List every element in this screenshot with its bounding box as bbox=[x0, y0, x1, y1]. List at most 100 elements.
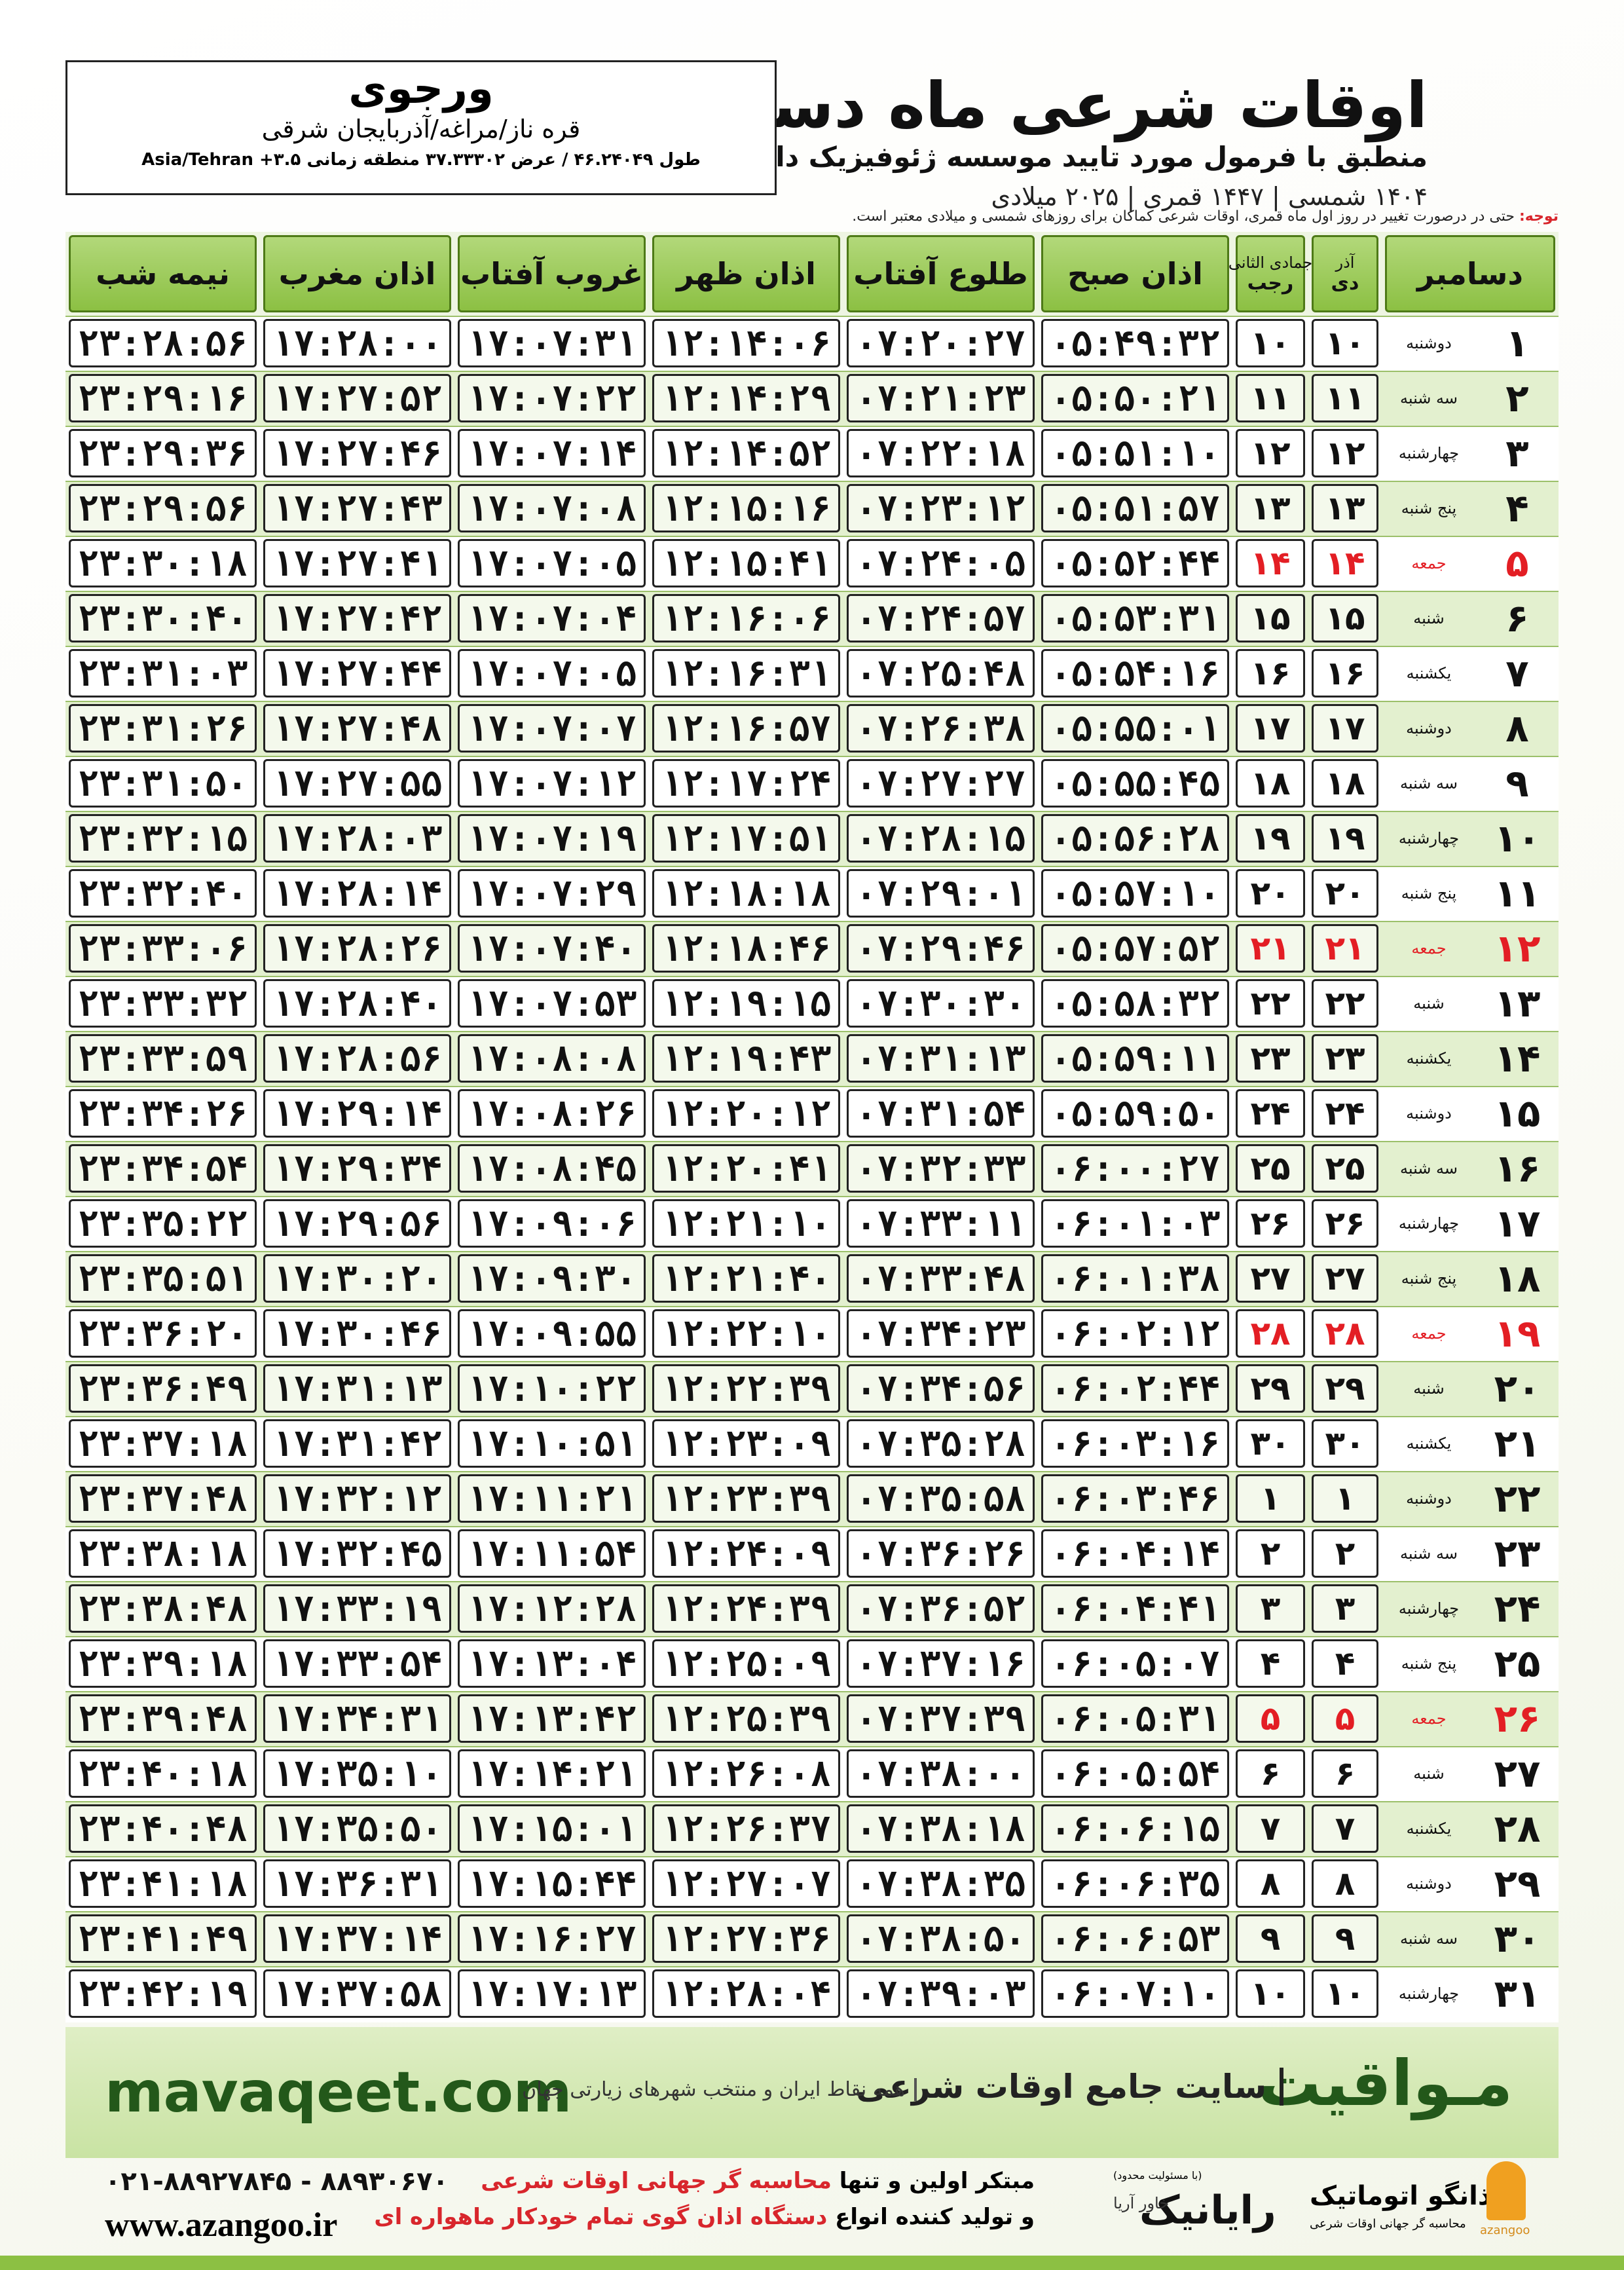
time-cell: ۱۷:۲۷:۴۳ bbox=[263, 484, 451, 532]
time-cell: ۱۷:۲۹:۱۴ bbox=[263, 1089, 451, 1138]
time-cell: ۱۷:۱۷:۱۳ bbox=[458, 1969, 646, 2018]
time-cell: ۱۲:۱۶:۰۶ bbox=[652, 594, 840, 642]
time-cell: ۰۶:۰۴:۱۴ bbox=[1041, 1529, 1229, 1578]
time-cell: ۱۷:۱۱:۵۴ bbox=[458, 1529, 646, 1578]
time-cell: ۰۷:۲۸:۱۵ bbox=[847, 814, 1035, 863]
day-number: ۲۳ bbox=[1494, 1531, 1541, 1576]
column-header: غروب آفتاب bbox=[458, 235, 646, 312]
time-cell: ۰۵:۵۸:۳۲ bbox=[1041, 979, 1229, 1028]
time-cell: ۱۷:۲۷:۴۲ bbox=[263, 594, 451, 642]
time-cell: ۱۲:۲۰:۱۲ bbox=[652, 1089, 840, 1138]
time-cell: ۰۷:۲۲:۱۸ bbox=[847, 429, 1035, 477]
time-cell: ۱۷:۰۸:۴۵ bbox=[458, 1144, 646, 1193]
time-cell: ۰۷:۳۴:۲۳ bbox=[847, 1309, 1035, 1358]
time-cell: ۰۶:۰۶:۵۳ bbox=[1041, 1914, 1229, 1963]
column-header: اذان ظهر bbox=[652, 235, 840, 312]
time-cell: ۱۲:۲۱:۱۰ bbox=[652, 1199, 840, 1248]
region: قره ناز/مراغه/آذربایجان شرقی bbox=[261, 115, 581, 143]
time-cell: ۱۲:۲۳:۰۹ bbox=[652, 1419, 840, 1468]
day-cell: ۲۲ bbox=[1312, 979, 1378, 1028]
time-cell: ۲۳:۳۸:۱۸ bbox=[69, 1529, 257, 1578]
day-cell: ۲۵ bbox=[1236, 1144, 1305, 1193]
weekday: چهارشنبه bbox=[1398, 1599, 1460, 1618]
time-cell: ۱۷:۲۹:۳۴ bbox=[263, 1144, 451, 1193]
time-cell: ۰۵:۴۹:۳۲ bbox=[1041, 319, 1229, 367]
time-cell: ۱۷:۱۵:۴۴ bbox=[458, 1859, 646, 1908]
logo-sub: محاسبه گر جهانی اوقات شرعی bbox=[1310, 2217, 1466, 2231]
time-cell: ۱۲:۲۲:۳۹ bbox=[652, 1364, 840, 1413]
day-cell: ۲۷ bbox=[1312, 1254, 1378, 1303]
day-cell: ۳۰ bbox=[1236, 1419, 1305, 1468]
time-cell: ۱۷:۳۳:۱۹ bbox=[263, 1584, 451, 1633]
day-cell: ۱۷ bbox=[1312, 704, 1378, 753]
time-cell: ۱۷:۳۰:۴۶ bbox=[263, 1309, 451, 1358]
day-number: ۵ bbox=[1505, 541, 1529, 586]
phones: ۰۲۱-۸۸۹۲۷۸۴۵ - ۸۸۹۳۰۶۷۰ bbox=[105, 2167, 449, 2197]
day-cell: ۱۷ bbox=[1236, 704, 1305, 753]
day-cell: ۸ bbox=[1312, 1859, 1378, 1908]
website: www.azangoo.ir bbox=[105, 2206, 338, 2244]
time-cell: ۰۷:۳۳:۴۸ bbox=[847, 1254, 1035, 1303]
time-cell: ۲۳:۳۳:۵۹ bbox=[69, 1034, 257, 1083]
time-cell: ۱۲:۱۵:۱۶ bbox=[652, 484, 840, 532]
column-header: نیمه شب bbox=[69, 235, 257, 312]
time-cell: ۰۵:۵۹:۱۱ bbox=[1041, 1034, 1229, 1083]
time-cell: ۰۵:۵۵:۴۵ bbox=[1041, 759, 1229, 808]
time-cell: ۱۷:۳۳:۵۴ bbox=[263, 1639, 451, 1688]
day-cell: ۲۳ bbox=[1312, 1034, 1378, 1083]
day-number: ۱۸ bbox=[1494, 1256, 1541, 1301]
time-cell: ۱۲:۱۴:۰۶ bbox=[652, 319, 840, 367]
time-cell: ۰۷:۳۶:۲۶ bbox=[847, 1529, 1035, 1578]
time-cell: ۱۲:۲۶:۳۷ bbox=[652, 1804, 840, 1853]
day-cell: ۲۳ bbox=[1236, 1034, 1305, 1083]
header-top: آذر bbox=[1335, 253, 1355, 272]
time-cell: ۰۶:۰۵:۳۱ bbox=[1041, 1694, 1229, 1743]
time-cell: ۱۷:۱۴:۲۱ bbox=[458, 1749, 646, 1798]
day-cell: ۱۶ bbox=[1236, 649, 1305, 698]
day-number: ۲۸ bbox=[1494, 1806, 1541, 1851]
time-cell: ۰۷:۳۴:۵۶ bbox=[847, 1364, 1035, 1413]
company-note: (با مسئولیت محدود) bbox=[1113, 2169, 1202, 2182]
time-cell: ۱۷:۱۱:۲۱ bbox=[458, 1474, 646, 1523]
day-cell: ۲ bbox=[1236, 1529, 1305, 1578]
day-number: ۲۱ bbox=[1494, 1421, 1541, 1466]
header-bottom: دی bbox=[1331, 271, 1359, 295]
day-number: ۸ bbox=[1505, 706, 1529, 751]
day-cell: ۲۴ bbox=[1236, 1089, 1305, 1138]
time-cell: ۰۵:۵۴:۱۶ bbox=[1041, 649, 1229, 698]
day-number: ۱۱ bbox=[1494, 871, 1541, 916]
time-cell: ۲۳:۳۵:۵۱ bbox=[69, 1254, 257, 1303]
day-cell: ۲۰ bbox=[1236, 869, 1305, 918]
time-cell: ۲۳:۴۰:۴۸ bbox=[69, 1804, 257, 1853]
time-cell: ۱۷:۰۷:۵۳ bbox=[458, 979, 646, 1028]
time-cell: ۱۷:۰۹:۳۰ bbox=[458, 1254, 646, 1303]
company2: خاور آریا bbox=[1113, 2194, 1170, 2212]
time-cell: ۰۵:۵۲:۴۴ bbox=[1041, 539, 1229, 587]
time-cell: ۰۷:۳۱:۱۳ bbox=[847, 1034, 1035, 1083]
text: و تولید کننده انواع bbox=[835, 2204, 1035, 2230]
time-cell: ۰۷:۲۷:۲۷ bbox=[847, 759, 1035, 808]
weekday: دوشنبه bbox=[1406, 1874, 1452, 1893]
time-cell: ۲۳:۳۳:۳۲ bbox=[69, 979, 257, 1028]
time-cell: ۱۷:۳۵:۵۰ bbox=[263, 1804, 451, 1853]
time-cell: ۱۷:۰۷:۲۲ bbox=[458, 374, 646, 422]
time-cell: ۱۷:۳۷:۱۴ bbox=[263, 1914, 451, 1963]
weekday: جمعه bbox=[1411, 1709, 1447, 1728]
time-cell: ۱۷:۰۸:۰۸ bbox=[458, 1034, 646, 1083]
time-cell: ۰۷:۳۳:۱۱ bbox=[847, 1199, 1035, 1248]
time-cell: ۱۷:۰۷:۰۵ bbox=[458, 539, 646, 587]
time-cell: ۱۷:۰۷:۱۲ bbox=[458, 759, 646, 808]
time-cell: ۱۷:۱۳:۰۴ bbox=[458, 1639, 646, 1688]
time-cell: ۲۳:۴۲:۱۹ bbox=[69, 1969, 257, 2018]
time-cell: ۰۶:۰۰:۲۷ bbox=[1041, 1144, 1229, 1193]
time-cell: ۱۷:۲۸:۱۴ bbox=[263, 869, 451, 918]
day-cell: ۱۲ bbox=[1312, 429, 1378, 477]
time-cell: ۰۶:۰۷:۱۰ bbox=[1041, 1969, 1229, 2018]
time-cell: ۲۳:۲۸:۵۶ bbox=[69, 319, 257, 367]
time-cell: ۱۲:۲۶:۰۸ bbox=[652, 1749, 840, 1798]
time-cell: ۲۳:۳۴:۲۶ bbox=[69, 1089, 257, 1138]
logo-icon bbox=[1486, 2161, 1526, 2220]
day-cell: ۲۵ bbox=[1312, 1144, 1378, 1193]
time-cell: ۲۳:۳۳:۰۶ bbox=[69, 924, 257, 973]
time-cell: ۱۷:۳۴:۳۱ bbox=[263, 1694, 451, 1743]
